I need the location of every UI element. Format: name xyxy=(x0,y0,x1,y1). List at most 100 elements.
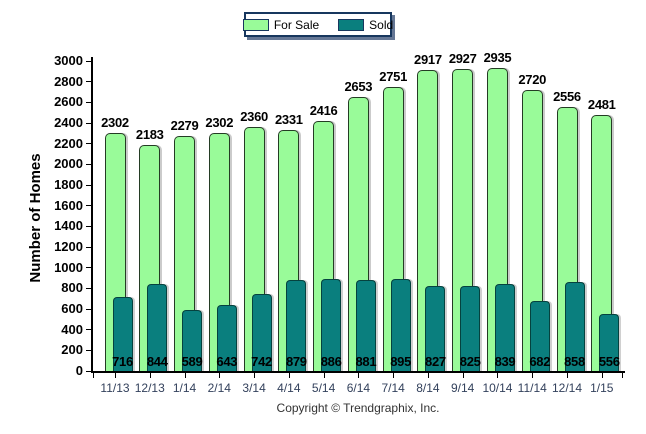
for-sale-bar xyxy=(591,114,613,371)
y-axis-tick xyxy=(86,101,91,103)
x-axis-tick-label: 11/14 xyxy=(517,381,547,395)
for-sale-swatch-icon xyxy=(242,18,269,31)
x-axis-tick xyxy=(532,373,534,378)
sold-value-label: 879 xyxy=(285,354,307,369)
x-axis-tick xyxy=(358,373,360,378)
y-axis-tick-label: 2800 xyxy=(54,73,83,89)
plot-area: 0 200 400 600 800 1000 1200 1400 1600 1800 2000 220… xyxy=(54,50,623,395)
sold-bar xyxy=(182,310,203,371)
x-axis-tick xyxy=(219,373,221,378)
sold-value-label: 827 xyxy=(425,354,446,369)
sold-value-label: 839 xyxy=(494,354,516,369)
y-axis-tick xyxy=(86,81,91,83)
y-axis-tick-label: 800 xyxy=(61,280,83,296)
for-sale-value-label: 2481 xyxy=(587,96,616,112)
sold-bar xyxy=(425,285,446,371)
x-axis-tick xyxy=(149,373,151,378)
y-axis-tick xyxy=(86,122,91,124)
for-sale-value-label: 2302 xyxy=(101,115,129,131)
sold-bar xyxy=(529,300,550,371)
sold-value-label: 881 xyxy=(355,354,377,369)
x-axis-tick xyxy=(184,373,186,378)
sold-value-label: 825 xyxy=(459,354,481,369)
for-sale-value-label: 2331 xyxy=(274,112,303,128)
sold-bar xyxy=(321,279,342,371)
x-axis-tick xyxy=(288,373,290,378)
sold-bar xyxy=(494,284,515,371)
x-axis-tick-label: 10/14 xyxy=(482,381,513,395)
legend: For Sale Sold xyxy=(242,12,394,37)
sold-legend-label: Sold xyxy=(369,17,394,32)
x-axis-tick xyxy=(601,373,603,378)
sold-value-label: 556 xyxy=(598,354,620,369)
sold-bar xyxy=(355,279,376,371)
sold-bar xyxy=(251,294,272,371)
x-axis-tick-label: 6/14 xyxy=(346,381,371,395)
sold-bar xyxy=(112,297,133,371)
y-axis-tick-label: 3000 xyxy=(54,53,83,68)
for-sale-value-label: 2935 xyxy=(483,49,512,65)
x-axis-end-tick xyxy=(622,373,623,378)
y-axis-tick-label: 1400 xyxy=(54,218,83,234)
y-axis-tick-label: 1600 xyxy=(54,197,83,213)
x-axis-tick-label: 4/14 xyxy=(277,381,301,395)
y-axis-tick-label: 600 xyxy=(61,301,83,316)
for-sale-value-label: 2720 xyxy=(518,71,547,87)
x-axis-tick-label: 1/15 xyxy=(590,381,614,395)
for-sale-value-label: 2416 xyxy=(309,103,338,119)
x-axis-tick-label: 2/14 xyxy=(207,381,231,395)
for-sale-value-label: 2751 xyxy=(379,68,408,84)
y-axis-tick xyxy=(86,370,91,372)
y-axis-tick xyxy=(86,163,91,165)
sold-value-label: 844 xyxy=(146,354,168,369)
x-axis-tick xyxy=(427,373,429,378)
y-axis-tick-label: 200 xyxy=(61,342,83,358)
x-axis-tick xyxy=(567,373,568,378)
x-axis-tick-label: 7/14 xyxy=(381,381,405,395)
sold-value-label: 643 xyxy=(216,354,238,369)
sold-bar xyxy=(460,285,481,371)
y-axis-tick xyxy=(86,308,91,310)
y-axis-tick xyxy=(86,143,91,145)
for-sale-value-label: 2360 xyxy=(240,109,268,125)
x-axis-tick xyxy=(254,373,256,378)
for-sale-value-label: 2653 xyxy=(344,78,373,94)
x-axis-line xyxy=(91,371,625,373)
y-axis-tick xyxy=(86,349,91,351)
sold-swatch-icon xyxy=(338,18,365,31)
for-sale-value-label: 2183 xyxy=(135,127,164,143)
sold-value-label: 589 xyxy=(181,354,203,369)
sold-bar xyxy=(390,278,411,371)
x-axis-tick xyxy=(497,373,499,378)
sold-value-label: 716 xyxy=(112,354,133,369)
y-axis-tick-label: 2400 xyxy=(54,115,83,130)
x-axis-tick-label: 3/14 xyxy=(242,381,266,395)
sold-bar xyxy=(286,280,307,371)
y-axis-tick xyxy=(86,246,91,248)
y-axis-line xyxy=(91,57,93,373)
y-axis-tick xyxy=(86,329,91,331)
y-axis-tick xyxy=(86,267,91,269)
sold-bar xyxy=(216,304,237,371)
for-sale-value-label: 2556 xyxy=(553,88,581,104)
x-axis-tick xyxy=(115,373,116,378)
y-axis-tick xyxy=(86,184,91,186)
sold-bar xyxy=(147,283,168,371)
y-axis-tick-label: 2000 xyxy=(54,156,83,172)
y-axis-tick xyxy=(86,205,91,207)
y-axis-tick-label: 0 xyxy=(75,363,83,378)
y-axis-tick xyxy=(86,225,91,227)
sold-value-label: 895 xyxy=(390,354,412,369)
x-axis-tick xyxy=(323,373,325,378)
for-sale-legend-label: For Sale xyxy=(273,17,320,32)
sold-value-label: 742 xyxy=(251,354,272,369)
y-axis-tick-label: 1200 xyxy=(54,239,83,254)
y-axis-tick xyxy=(86,287,91,289)
x-axis-end-tick xyxy=(93,373,94,378)
for-sale-value-label: 2279 xyxy=(170,117,199,133)
y-axis-tick-label: 1800 xyxy=(54,177,83,192)
x-axis-tick-label: 12/14 xyxy=(551,381,583,395)
for-sale-value-label: 2917 xyxy=(414,51,442,67)
y-axis-tick-label: 2200 xyxy=(54,135,83,151)
